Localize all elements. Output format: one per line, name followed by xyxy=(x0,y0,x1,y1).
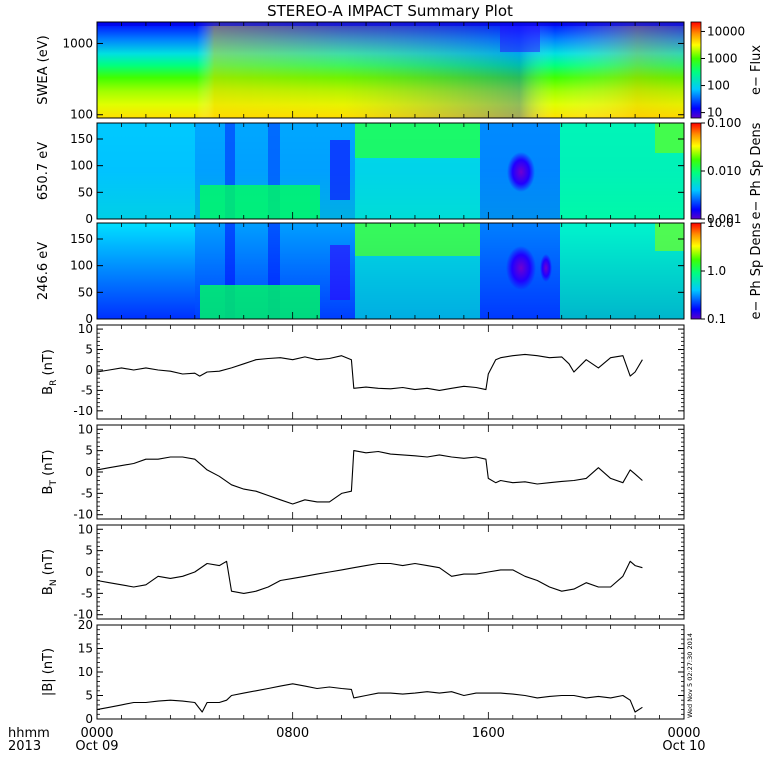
y-tick-label: 50 xyxy=(78,185,93,199)
generation-stamp: Wed Nov 5 02:27:30 2014 xyxy=(686,633,694,718)
y-tick-label: 0 xyxy=(85,363,93,377)
btot-panel: 0 5 10 15 20 |B| (nT) xyxy=(41,618,685,726)
y-tick-label: 10 xyxy=(78,322,93,336)
pitch-angle-650-colorbar xyxy=(690,122,702,220)
time-unit-label: hhmm xyxy=(8,726,50,741)
swea-colorbar-label: e− Flux xyxy=(749,45,764,95)
y-tick-label: -10 xyxy=(73,608,93,622)
pitch-angle-246-colorbar-ticks: 0.1 1.0 10.0 xyxy=(701,216,734,326)
y-tick-label: 100 xyxy=(70,159,93,173)
bt-panel: -10 -5 0 5 10 BT (nT) xyxy=(41,422,685,522)
colorbar-tick-label: 10 xyxy=(707,106,722,120)
magnetic-field-panels: -10 -5 0 5 10 BR (nT) -10 -5 0 5 10 BT (nT) -10 -5 0 5 1… xyxy=(41,322,685,726)
y-tick-label: 20 xyxy=(78,618,93,632)
year-label: 2013 xyxy=(8,739,41,754)
bt-axes-frame xyxy=(96,424,685,520)
y-tick-label: 0 xyxy=(85,312,93,326)
swea-y-ticks: 100 1000 xyxy=(62,36,684,122)
br-series-line xyxy=(96,353,643,391)
y-tick-label: -5 xyxy=(81,586,93,600)
y-tick-label: 0 xyxy=(85,212,93,226)
colorbar-tick-label: 0.1 xyxy=(707,312,726,326)
bt-y-label: BT (nT) xyxy=(41,450,59,495)
x-tick-label: 0000 xyxy=(80,726,113,741)
y-tick-label: 10 xyxy=(78,422,93,436)
bn-axes-frame xyxy=(96,524,685,620)
y-tick-label: 0 xyxy=(85,465,93,479)
colorbar-tick-label: 1000 xyxy=(707,52,738,66)
y-tick-label: -5 xyxy=(81,486,93,500)
colorbar-tick-label: 1.0 xyxy=(707,264,726,278)
y-tick-label: -10 xyxy=(73,404,93,418)
btot-y-label: |B| (nT) xyxy=(41,648,56,696)
bt-series-line xyxy=(96,450,643,505)
br-axes-frame xyxy=(96,324,685,420)
bn-panel: -10 -5 0 5 10 BN (nT) xyxy=(41,522,685,622)
pitch-angle-650-colorbar-ticks: 0.001 0.010 0.100 xyxy=(701,116,741,226)
pitch-angle-650-y-label: 650.7 eV xyxy=(36,142,51,200)
y-tick-label: 150 xyxy=(70,132,93,146)
y-tick-label: 0 xyxy=(85,712,93,726)
pitch-angle-246-panel: 0 50 100 150 246.6 eV 0.1 1.0 10.0 e− Ph Sp D… xyxy=(36,216,764,326)
pitch-angle-650-image xyxy=(97,123,684,219)
y-tick-label: 5 xyxy=(85,689,93,703)
br-y-label: BR (nT) xyxy=(41,349,59,395)
colorbar-tick-label: 100 xyxy=(707,79,730,93)
x-tick-label: 1600 xyxy=(472,726,505,741)
pitch-angle-246-colorbar-label: e− Ph Sp Dens xyxy=(749,222,764,319)
pitch-angle-246-y-label: 246.6 eV xyxy=(36,242,51,300)
swea-y-label: SWEA (eV) xyxy=(36,35,51,104)
y-tick-label: 10 xyxy=(78,665,93,679)
y-tick-label: 5 xyxy=(85,343,93,357)
swea-spectrogram-panel: 100 1000 SWEA (eV) 10 100 1000 10000 e− Flux xyxy=(36,21,764,122)
swea-colorbar-ticks: 10 100 1000 10000 xyxy=(701,24,745,120)
y-tick-label: 150 xyxy=(70,232,93,246)
colorbar-tick-label: 10.0 xyxy=(707,216,734,230)
swea-colorbar xyxy=(690,21,702,119)
y-tick-label: 5 xyxy=(85,444,93,458)
y-tick-label: -10 xyxy=(73,508,93,522)
colorbar-tick-label: 0.010 xyxy=(707,164,741,178)
br-panel: -10 -5 0 5 10 BR (nT) xyxy=(41,322,685,420)
swea-spectrogram-image xyxy=(97,22,684,118)
y-tick-label: 5 xyxy=(85,544,93,558)
figure-title: STEREO-A IMPACT Summary Plot xyxy=(267,2,513,20)
x-date-label: Oct 10 xyxy=(662,739,705,754)
y-tick-label: 0 xyxy=(85,565,93,579)
y-tick-label: -5 xyxy=(81,383,93,397)
pitch-angle-650-y-ticks: 0 50 100 150 xyxy=(70,132,684,226)
pitch-angle-246-colorbar xyxy=(690,222,702,320)
y-tick-label: 10 xyxy=(78,522,93,536)
btot-axes-frame xyxy=(96,624,685,720)
x-date-label: Oct 09 xyxy=(75,739,118,754)
bn-y-label: BN (nT) xyxy=(41,549,59,595)
pitch-angle-246-image xyxy=(97,223,684,319)
y-tick-label: 100 xyxy=(70,259,93,273)
y-tick-label: 15 xyxy=(78,642,93,656)
pitch-angle-650-colorbar-label: e− Ph Sp Dens xyxy=(749,122,764,219)
y-tick-label: 1000 xyxy=(62,36,93,50)
bn-series-line xyxy=(96,560,643,594)
btot-series-line xyxy=(96,683,643,713)
pitch-angle-650-panel: 0 50 100 150 650.7 eV 0.001 0.010 0.100 e− Ph… xyxy=(36,116,764,226)
y-tick-label: 50 xyxy=(78,285,93,299)
pitch-angle-246-y-ticks: 0 50 100 150 xyxy=(70,232,684,326)
x-tick-label: 0800 xyxy=(276,726,309,741)
y-tick-label: 100 xyxy=(70,108,93,122)
colorbar-tick-label: 0.100 xyxy=(707,116,741,130)
x-tick-label: 0000 xyxy=(667,726,700,741)
colorbar-tick-label: 0.001 xyxy=(707,212,741,226)
colorbar-tick-label: 10000 xyxy=(707,24,745,38)
